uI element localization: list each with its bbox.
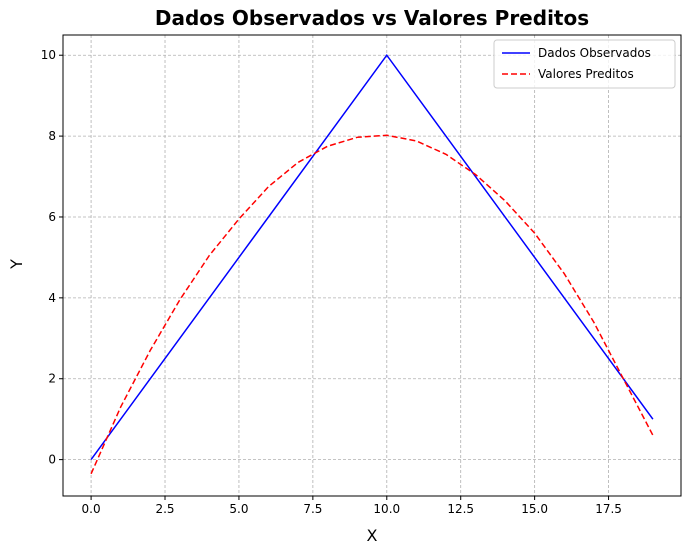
y-axis-label: Y xyxy=(7,259,26,270)
x-tick-label: 12.5 xyxy=(447,502,474,516)
y-tick-label: 2 xyxy=(48,372,56,386)
series-layer xyxy=(90,53,654,475)
x-axis-label: X xyxy=(367,526,378,545)
y-tick-label: 0 xyxy=(48,453,56,467)
grid xyxy=(63,35,681,496)
x-tick-label: 17.5 xyxy=(595,502,622,516)
x-tick-label: 10.0 xyxy=(373,502,400,516)
y-tick-label: 4 xyxy=(48,291,56,305)
legend: Dados Observados Valores Preditos xyxy=(493,39,676,89)
series-line-2 xyxy=(90,134,654,475)
y-tick-label: 8 xyxy=(48,129,56,143)
legend-box xyxy=(493,39,676,89)
ticks: 0.0 2.5 5.0 7.5 10.0 12.5 15.0 17.5 0 2 4 6 8 10 xyxy=(41,48,622,516)
series-line-1 xyxy=(90,53,654,461)
y-tick-label: 6 xyxy=(48,210,56,224)
chart-title: Dados Observados vs Valores Preditos xyxy=(155,6,589,30)
x-tick-label: 2.5 xyxy=(155,502,174,516)
y-tick-label: 10 xyxy=(41,48,56,62)
legend-label: Valores Preditos xyxy=(538,67,634,81)
plot-frame xyxy=(62,34,682,497)
x-tick-label: 7.5 xyxy=(303,502,322,516)
x-tick-label: 0.0 xyxy=(82,502,101,516)
x-tick-label: 5.0 xyxy=(229,502,248,516)
legend-label: Dados Observados xyxy=(538,46,651,60)
x-tick-label: 15.0 xyxy=(521,502,548,516)
